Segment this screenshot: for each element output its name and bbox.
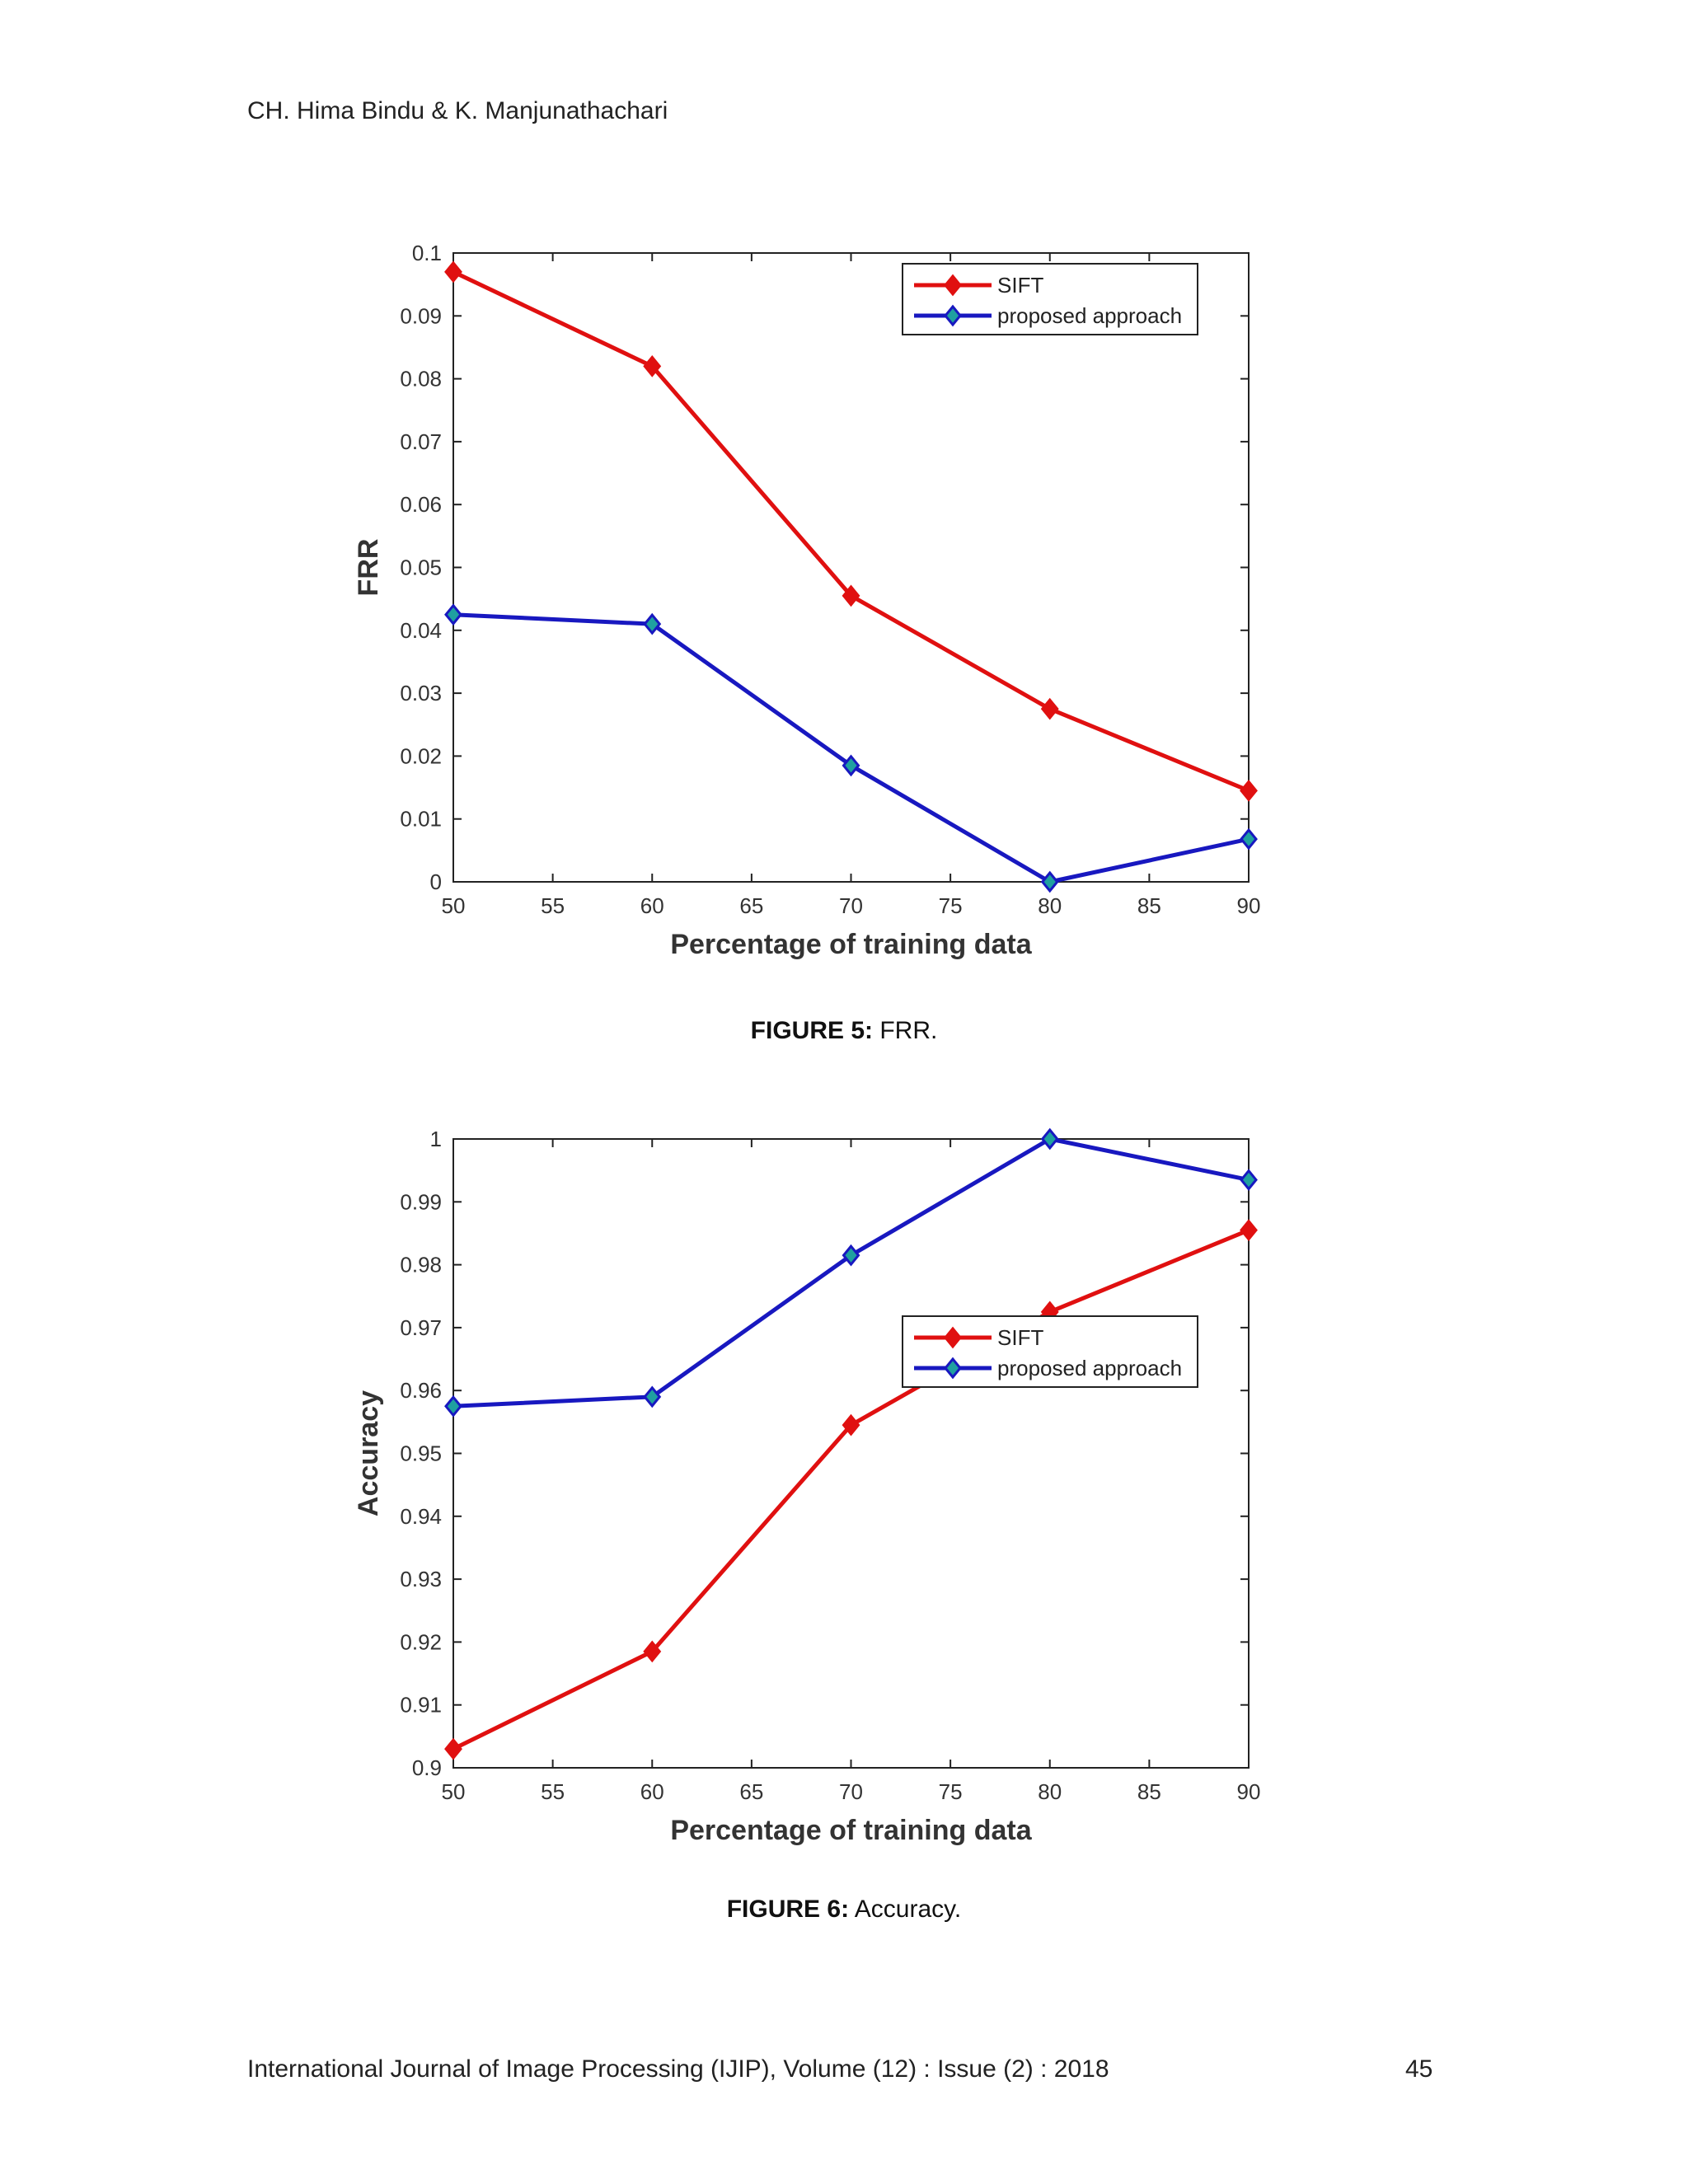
- fig6-proposed-point: [444, 1394, 462, 1418]
- fig6-y-tick-label: 0.94: [400, 1504, 442, 1529]
- fig6-x-tick-label: 65: [739, 1779, 763, 1804]
- fig6-y-tick-label: 0.92: [400, 1629, 442, 1654]
- fig5-x-tick-label: 75: [939, 893, 963, 918]
- figure-6-caption: FIGURE 6: Accuracy.: [0, 1896, 1688, 1924]
- fig5-y-tick-label: 0.08: [400, 367, 442, 391]
- fig5-series-line-sift: [452, 269, 1250, 793]
- fig6-legend-marker: [944, 1326, 962, 1349]
- figure-5-caption: FIGURE 5: FRR.: [0, 1017, 1688, 1045]
- fig6-sift-point: [1240, 1219, 1258, 1242]
- fig6-x-tick-label: 50: [442, 1779, 466, 1804]
- page-number: 45: [1405, 2055, 1433, 2083]
- fig5-x-tick-label: 55: [541, 893, 565, 918]
- fig5-sift-point: [643, 354, 662, 377]
- fig5-y-tick-label: 0.04: [400, 618, 442, 643]
- fig5-y-tick-label: 0.07: [400, 429, 442, 454]
- figure-6-accuracy-chart: 50 55 60 65 70 75 80 85 90 0.9 0.91 0.92 0.93 0.94 0.9…: [353, 1127, 1261, 1846]
- fig6-sift-point: [444, 1737, 462, 1760]
- fig5-y-tick-label: 0.06: [400, 492, 442, 517]
- figure-5-caption-label: FIGURE 5:: [750, 1017, 874, 1044]
- fig5-sift-point: [1240, 779, 1258, 802]
- fig5-legend-marker: [944, 274, 962, 297]
- fig5-x-tick-label: 85: [1137, 893, 1161, 918]
- fig5-x-tick-label: 70: [839, 893, 863, 918]
- fig6-sift-point: [643, 1640, 662, 1663]
- fig6-y-tick-label: 0.98: [400, 1253, 442, 1277]
- fig5-sift-point: [1040, 697, 1059, 720]
- fig6-y-tick-label: 0.91: [400, 1693, 442, 1718]
- fig5-x-tick-label: 50: [442, 893, 466, 918]
- fig5-legend-label: SIFT: [997, 273, 1043, 298]
- figure-6-caption-label: FIGURE 6:: [726, 1896, 850, 1923]
- fig6-y-tick-label: 0.93: [400, 1567, 442, 1591]
- fig6-axes-box: [452, 1138, 1250, 1769]
- fig5-proposed-point: [444, 603, 462, 626]
- fig6-proposed-point: [842, 1244, 860, 1267]
- fig5-y-tick-label: 0: [430, 869, 442, 894]
- fig5-x-axis-label: Percentage of training data: [670, 929, 1032, 960]
- fig6-legend-label: SIFT: [997, 1325, 1043, 1350]
- running-header: CH. Hima Bindu & K. Manjunathachari: [247, 97, 668, 124]
- fig5-x-tick-label: 60: [640, 893, 664, 918]
- fig6-x-tick-label: 75: [939, 1779, 963, 1804]
- fig5-legend-label: proposed approach: [997, 303, 1182, 328]
- fig5-y-axis-label: FRR: [353, 539, 384, 597]
- fig5-proposed-point: [1240, 827, 1258, 851]
- fig6-y-tick-label: 0.97: [400, 1315, 442, 1340]
- fig5-sift-point: [444, 260, 462, 284]
- fig5-proposed-point: [842, 754, 860, 777]
- figure-5-frr-chart: 50 55 60 65 70 75 80 85 90 0 0.01 0.02 0.03 0.04 0.05 0…: [353, 241, 1261, 960]
- fig5-y-tick-label: 0.02: [400, 743, 442, 768]
- fig6-proposed-point: [643, 1385, 662, 1408]
- fig5-y-tick-label: 0.1: [412, 241, 442, 265]
- fig5-proposed-point: [1040, 870, 1059, 893]
- fig5-y-tick-label: 0.01: [400, 807, 442, 832]
- fig5-sift-point: [842, 584, 860, 607]
- fig6-y-tick-label: 0.99: [400, 1189, 442, 1214]
- fig6-x-axis-label: Percentage of training data: [670, 1815, 1032, 1846]
- fig6-proposed-point: [1240, 1169, 1258, 1191]
- figure-5-caption-text: FRR.: [873, 1017, 938, 1044]
- journal-footer: International Journal of Image Processin…: [247, 2055, 1109, 2083]
- fig6-x-tick-label: 70: [839, 1779, 863, 1804]
- fig6-y-tick-label: 0.95: [400, 1441, 442, 1466]
- fig5-axes-box: [452, 252, 1250, 883]
- fig6-series-line-sift: [452, 1228, 1250, 1751]
- fig5-legend-marker: [944, 304, 962, 327]
- fig5-x-tick-label: 80: [1038, 893, 1062, 918]
- fig6-x-tick-label: 60: [640, 1779, 664, 1804]
- fig5-x-tick-label: 65: [739, 893, 763, 918]
- fig6-y-tick-label: 0.96: [400, 1378, 442, 1403]
- fig6-x-tick-label: 85: [1137, 1779, 1161, 1804]
- fig6-y-tick-label: 1: [430, 1127, 442, 1151]
- fig6-legend-label: proposed approach: [997, 1356, 1182, 1380]
- fig5-y-tick-label: 0.03: [400, 681, 442, 705]
- fig6-legend-marker: [944, 1357, 962, 1380]
- fig6-y-axis-label: Accuracy: [353, 1390, 384, 1516]
- figure-6-caption-text: Accuracy.: [849, 1896, 962, 1923]
- fig5-y-tick-label: 0.05: [400, 555, 442, 580]
- fig5-proposed-point: [643, 612, 662, 635]
- fig6-y-tick-label: 0.9: [412, 1755, 442, 1780]
- fig5-y-tick-label: 0.09: [400, 303, 442, 328]
- fig5-x-tick-label: 90: [1237, 893, 1261, 918]
- fig6-x-tick-label: 55: [541, 1779, 565, 1804]
- fig6-proposed-point: [1040, 1127, 1059, 1151]
- fig6-sift-point: [842, 1413, 860, 1436]
- fig5-series-line-proposed: [452, 612, 1250, 884]
- fig6-x-tick-label: 80: [1038, 1779, 1062, 1804]
- fig6-x-tick-label: 90: [1237, 1779, 1261, 1804]
